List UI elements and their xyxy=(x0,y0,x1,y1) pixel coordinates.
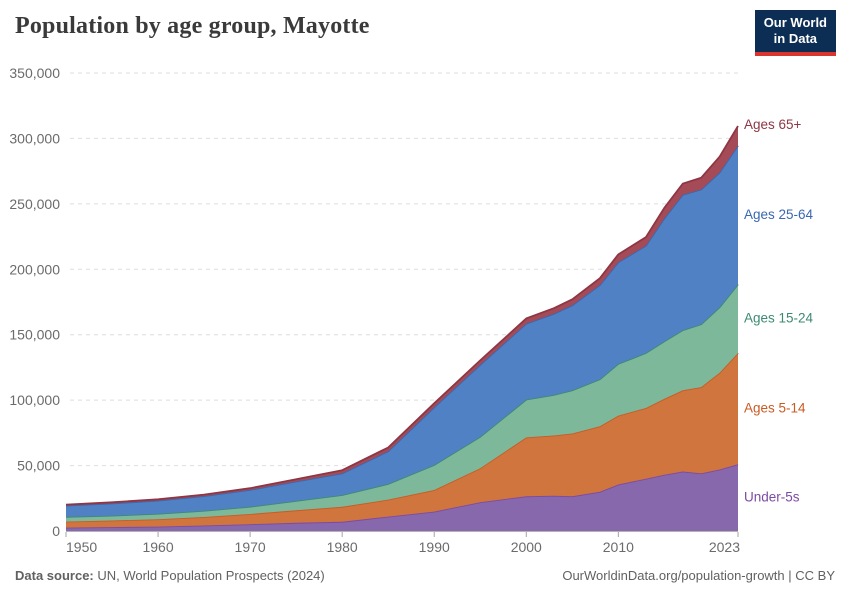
y-tick-label-100000: 100,000 xyxy=(9,392,60,408)
series-label-ages-65[interactable]: Ages 65+ xyxy=(744,117,802,132)
series-label-ages-15-24[interactable]: Ages 15-24 xyxy=(744,311,814,326)
y-tick-label-350000: 350,000 xyxy=(9,65,60,81)
area-ages-5-14[interactable] xyxy=(66,353,738,528)
owid-logo[interactable]: Our World in Data xyxy=(754,10,836,56)
area-ages-25-64[interactable] xyxy=(66,145,738,517)
chart-title: Population by age group, Mayotte xyxy=(15,13,370,39)
y-tick-label-200000: 200,000 xyxy=(9,261,60,277)
license-text: | CC BY xyxy=(784,568,835,583)
y-tick-label-50000: 50,000 xyxy=(17,458,60,474)
area-under-5s[interactable] xyxy=(66,464,738,531)
y-tick-label-0: 0 xyxy=(52,523,60,539)
x-tick-label-1970: 1970 xyxy=(235,539,266,555)
series-label-under-5s[interactable]: Under-5s xyxy=(744,490,800,505)
x-tick-label-2010: 2010 xyxy=(603,539,634,555)
area-ages-15-24[interactable] xyxy=(66,284,738,522)
y-tick-label-150000: 150,000 xyxy=(9,327,60,343)
x-tick-label-1950: 1950 xyxy=(66,539,97,555)
owid-logo-line2: in Data xyxy=(773,31,818,47)
data-source-label: Data source: xyxy=(15,568,94,583)
data-source-text: UN, World Population Prospects (2024) xyxy=(93,568,325,583)
x-tick-label-1990: 1990 xyxy=(419,539,450,555)
y-tick-label-300000: 300,000 xyxy=(9,130,60,146)
series-label-ages-25-64[interactable]: Ages 25-64 xyxy=(744,207,814,222)
y-tick-label-250000: 250,000 xyxy=(9,196,60,212)
owid-url-link[interactable]: OurWorldinData.org/population-growth xyxy=(562,568,785,583)
x-tick-label-2023: 2023 xyxy=(709,539,740,555)
series-label-ages-5-14[interactable]: Ages 5-14 xyxy=(744,401,806,416)
x-tick-label-1960: 1960 xyxy=(142,539,173,555)
data-source-note: Data source: UN, World Population Prospe… xyxy=(15,568,325,583)
line-ages-65 xyxy=(65,125,739,506)
license-note: OurWorldinData.org/population-growth | C… xyxy=(562,568,835,583)
owid-logo-line1: Our World xyxy=(763,15,827,30)
x-tick-label-2000: 2000 xyxy=(511,539,542,555)
x-tick-label-1980: 1980 xyxy=(327,539,358,555)
